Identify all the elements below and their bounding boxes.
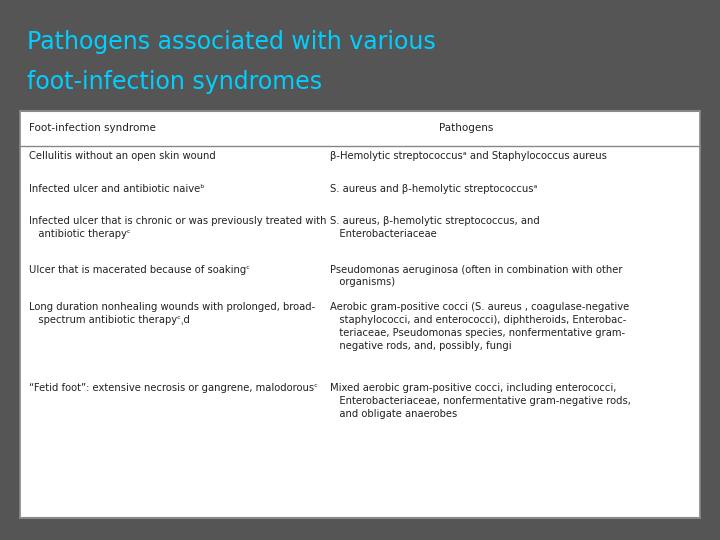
Text: Pathogens associated with various: Pathogens associated with various — [27, 30, 436, 53]
Text: Long duration nonhealing wounds with prolonged, broad-
   spectrum antibiotic th: Long duration nonhealing wounds with pro… — [29, 302, 315, 325]
Text: Mixed aerobic gram-positive cocci, including enterococci,
   Enterobacteriaceae,: Mixed aerobic gram-positive cocci, inclu… — [330, 383, 631, 419]
Text: Pseudomonas aeruginosa (often in combination with other
   organisms): Pseudomonas aeruginosa (often in combina… — [330, 265, 623, 287]
Text: Foot-infection syndrome: Foot-infection syndrome — [29, 123, 156, 133]
Text: β-Hemolytic streptococcusᵃ and Staphylococcus aureus: β-Hemolytic streptococcusᵃ and Staphyloc… — [330, 151, 608, 161]
Text: S. aureus and β-hemolytic streptococcusᵃ: S. aureus and β-hemolytic streptococcusᵃ — [330, 184, 538, 194]
Text: Cellulitis without an open skin wound: Cellulitis without an open skin wound — [29, 151, 215, 161]
Text: Infected ulcer and antibiotic naiveᵇ: Infected ulcer and antibiotic naiveᵇ — [29, 184, 204, 194]
Text: Ulcer that is macerated because of soakingᶜ: Ulcer that is macerated because of soaki… — [29, 265, 250, 275]
Text: Infected ulcer that is chronic or was previously treated with
   antibiotic ther: Infected ulcer that is chronic or was pr… — [29, 216, 326, 239]
Text: Aerobic gram-positive cocci (S. aureus , coagulase-negative
   staphylococci, an: Aerobic gram-positive cocci (S. aureus ,… — [330, 302, 630, 351]
Text: Pathogens: Pathogens — [438, 123, 493, 133]
Text: S. aureus, β-hemolytic streptococcus, and
   Enterobacteriaceae: S. aureus, β-hemolytic streptococcus, an… — [330, 216, 540, 239]
Text: “Fetid foot”: extensive necrosis or gangrene, malodorousᶜ: “Fetid foot”: extensive necrosis or gang… — [29, 383, 318, 394]
Text: foot-infection syndromes: foot-infection syndromes — [27, 70, 323, 94]
